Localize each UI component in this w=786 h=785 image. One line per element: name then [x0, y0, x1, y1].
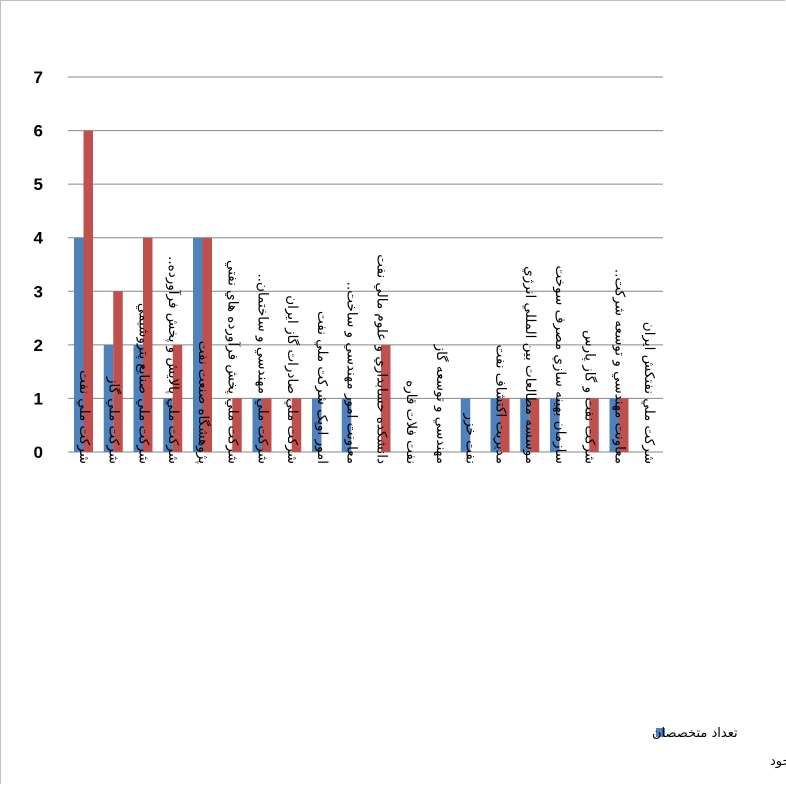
x-tick-label: نفت فلات قاره — [403, 380, 419, 464]
bar-series-2 — [381, 344, 391, 452]
x-tick-label: معاونت امور مهندسي و ساخت.. — [344, 282, 360, 464]
x-tick-label: شرکت ملي نفتکش ايران — [641, 322, 657, 464]
x-tick-label: دانشکده حسابداري و علوم مالي نفت — [373, 254, 389, 464]
y-tick-label: 6 — [34, 122, 43, 141]
bar-series-2 — [529, 398, 540, 452]
bars — [74, 130, 629, 453]
bar-series-1 — [312, 398, 322, 452]
bar-series-2 — [500, 398, 510, 452]
bar-series-2 — [619, 398, 629, 452]
x-tick-label-group: شرکت ملي صنايع پتروشيمي — [135, 303, 151, 464]
bar-series-1 — [341, 398, 352, 452]
x-tick-label-group: مهندسي و توسعه گاز — [433, 344, 450, 464]
x-tick-label-group: شرکت ملي گاز — [106, 376, 123, 464]
bar-series-2 — [589, 398, 599, 452]
bar-series-1 — [74, 237, 84, 452]
bar-series-1 — [252, 398, 262, 452]
bar-series-1 — [520, 398, 530, 452]
y-tick-label: 3 — [34, 282, 43, 301]
bar-series-1 — [490, 398, 500, 452]
x-tick-label: مهندسي و توسعه گاز — [433, 344, 450, 464]
x-tick-label: نفت خزر — [463, 413, 479, 464]
x-tick-label-group: نفت خزر — [463, 413, 479, 464]
x-tick-label: موسسه مطالعات بين المللي انرژي — [522, 266, 538, 464]
x-tick-label: مديريت اکتشاف نفت — [492, 345, 508, 464]
bar-series-2 — [262, 398, 272, 452]
x-tick-label: شرکت ملي پالايش و پخش فرآورده.. — [165, 256, 182, 464]
x-tick-label-group: شرکت ملي پالايش و پخش فرآورده.. — [165, 256, 182, 464]
x-tick-label-group: پژوهشگاه صنعت نفت — [195, 341, 212, 465]
gridlines — [68, 76, 663, 453]
x-tick-label: شرکت ملي پخش فرآورده هاي نفتي — [225, 260, 242, 464]
y-tick-label: 1 — [34, 389, 43, 408]
x-tick-label-group: شرکت ملي صادرات گاز ايران — [284, 295, 301, 464]
x-tick-label: شرکت ملي گاز — [106, 376, 123, 464]
x-tick-label: شرکت ملي صادرات گاز ايران — [284, 295, 301, 464]
bar-series-1 — [133, 344, 143, 452]
x-tick-label: شرکت ملي مهندسي و ساختمان.. — [254, 273, 270, 464]
x-tick-label-group: شرکت ملي مهندسي و ساختمان.. — [254, 273, 270, 464]
x-tick-label-group: شرکت ملي پخش فرآورده هاي نفتي — [225, 260, 242, 464]
x-tick-label-group: معاونت مهندسي و توسعه شرکت.. — [611, 269, 627, 464]
x-tick-label: امور اوپک شرکت ملي نفت — [314, 311, 330, 464]
bar-series-2 — [232, 398, 242, 452]
y-tick-label: 2 — [34, 336, 43, 355]
bar-series-1 — [103, 344, 114, 452]
x-tick-label-group: معاونت امور مهندسي و ساخت.. — [344, 282, 360, 464]
y-axis-ticks: 0 1 2 3 4 5 6 7 — [34, 68, 44, 462]
y-tick-label: 4 — [34, 229, 44, 248]
bar-series-2 — [143, 237, 153, 452]
bar-series-2 — [291, 398, 302, 452]
bar-series-1 — [609, 398, 619, 452]
x-tick-label-group: شرکت ملي نفت — [76, 370, 92, 464]
legend-label-line-1: تعداد متخصصان — [652, 726, 738, 741]
x-tick-label: شرکت ملي صنايع پتروشيمي — [135, 303, 151, 464]
bar-series-1 — [163, 398, 173, 452]
x-tick-label-group: امور اوپک شرکت ملي نفت — [314, 311, 330, 464]
x-tick-label-group: دانشکده حسابداري و علوم مالي نفت — [373, 254, 389, 464]
x-tick-label-group: سازمان بهينه سازي مصرف سوخت — [552, 265, 568, 464]
x-axis-ticks: شرکت ملي نفت شرکت ملي گاز شرکت ملي صنايع پ… — [76, 254, 657, 464]
x-tick-label-group: موسسه مطالعات بين المللي انرژي — [522, 266, 538, 464]
bar-series-1 — [460, 398, 471, 452]
bar-series-1 — [193, 237, 203, 452]
bar-series-1 — [550, 398, 560, 452]
x-tick-label-group: مديريت اکتشاف نفت — [492, 345, 508, 464]
x-tick-label: معاونت مهندسي و توسعه شرکت.. — [611, 269, 627, 464]
x-tick-label: پژوهشگاه صنعت نفت — [195, 341, 212, 465]
bar-series-2 — [202, 237, 212, 452]
legend-label-line-2: موجود — [770, 754, 786, 769]
legend-swatch-series-1 — [656, 728, 665, 737]
legend: تعداد متخصصان موجود — [652, 726, 786, 769]
x-tick-label: شرکت نفت و گاز پارس — [582, 330, 599, 464]
y-tick-label: 0 — [34, 443, 43, 462]
bar-series-2 — [83, 130, 93, 453]
x-tick-label: شرکت ملي نفت — [76, 370, 92, 464]
bar-series-2 — [172, 344, 183, 452]
x-tick-label-group: شرکت نفت و گاز پارس — [582, 330, 599, 464]
x-tick-label: سازمان بهينه سازي مصرف سوخت — [552, 265, 568, 464]
x-tick-label-group: شرکت ملي نفتکش ايران — [641, 322, 657, 464]
x-tick-label-group: نفت فلات قاره — [403, 380, 419, 464]
y-tick-label: 5 — [34, 175, 43, 194]
bar-series-2 — [113, 291, 123, 452]
y-tick-label: 7 — [34, 68, 43, 87]
